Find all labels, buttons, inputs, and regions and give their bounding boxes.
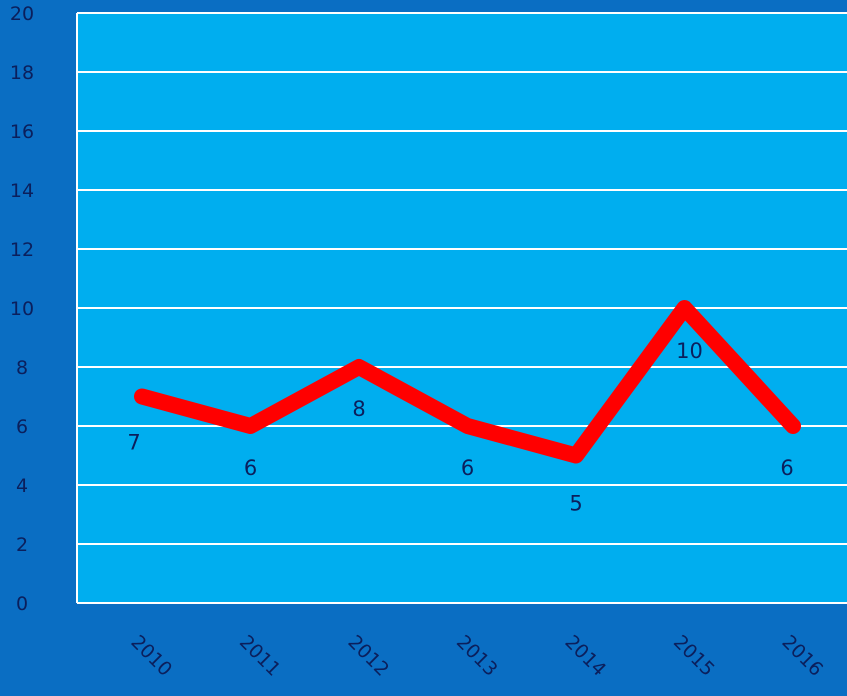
x-tick-label: 2016: [777, 631, 827, 681]
x-tick-label: 2015: [669, 631, 719, 681]
x-axis-ticks: 2010 2011 2012 2013 2014 2015 2016: [126, 631, 827, 681]
x-tick-label: 2010: [126, 631, 176, 681]
data-label: 6: [244, 456, 257, 480]
data-label: 6: [780, 456, 793, 480]
y-tick-label: 16: [10, 121, 34, 143]
y-tick-label: 6: [16, 416, 28, 438]
y-tick-label: 14: [10, 180, 34, 202]
x-tick-label: 2012: [343, 631, 393, 681]
y-tick-label: 10: [10, 298, 34, 320]
y-tick-label: 4: [16, 475, 28, 497]
data-label: 5: [569, 492, 582, 516]
y-tick-label: 8: [16, 357, 28, 379]
data-label: 10: [676, 339, 703, 363]
x-tick-label: 2013: [452, 631, 502, 681]
y-tick-label: 18: [10, 62, 34, 84]
y-tick-label: 20: [10, 3, 34, 25]
y-tick-label: 2: [16, 534, 28, 556]
y-axis-ticks: 0 2 4 6 8 10 12 14 16 18 20: [10, 3, 34, 615]
data-labels: 7 6 8 6 5 10 6: [127, 307, 794, 516]
y-tick-label: 0: [16, 593, 28, 615]
data-label: 8: [352, 397, 365, 421]
x-tick-label: 2011: [235, 631, 285, 681]
data-label: 7: [127, 431, 140, 455]
y-tick-label: 12: [10, 239, 34, 261]
data-label: 6: [461, 456, 474, 480]
x-tick-label: 2014: [560, 631, 610, 681]
